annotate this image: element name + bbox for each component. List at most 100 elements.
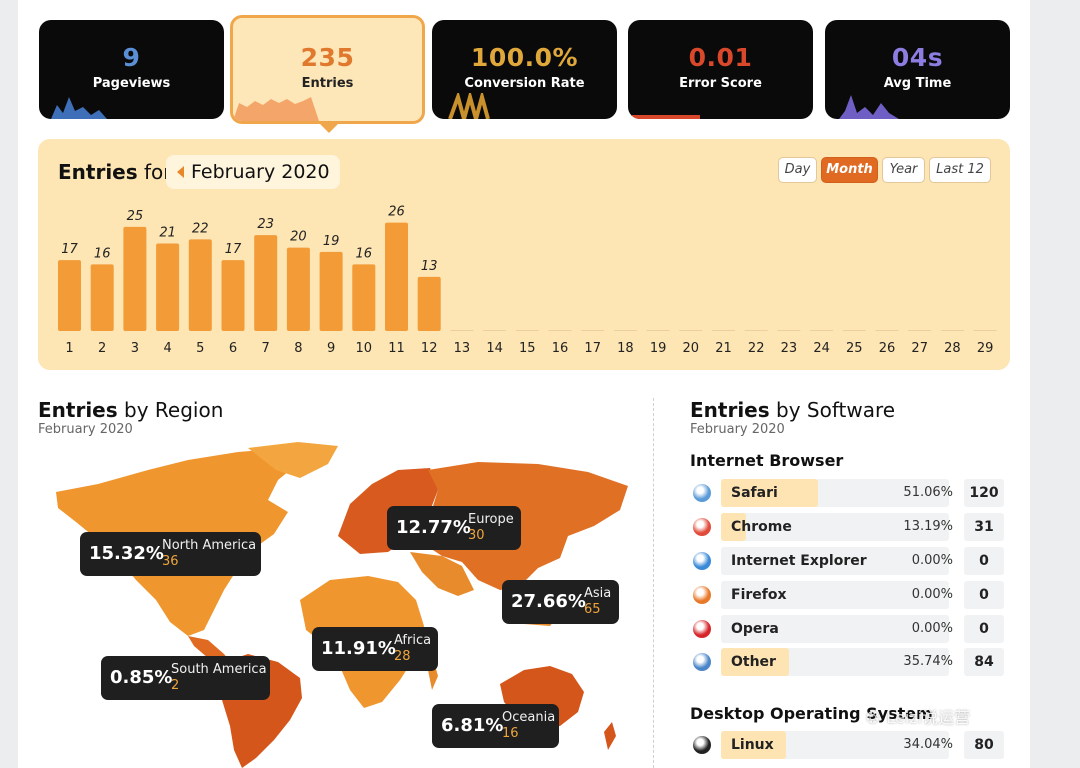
stat-card-error-score[interactable]: 0.01 Error Score (628, 20, 813, 119)
bar-value-label: 22 (192, 221, 209, 236)
range-last-12-button[interactable]: Last 12 (929, 157, 991, 183)
region-tooltip-south-america[interactable]: 0.85% South America 2 (101, 656, 270, 700)
region-tooltip-north-america[interactable]: 15.32% North America 36 (80, 532, 261, 576)
sparkline (632, 115, 700, 119)
region-name: Oceania (502, 710, 556, 725)
share-bar-track (721, 648, 949, 676)
range-month-button[interactable]: Month (821, 157, 878, 183)
bar-day-9[interactable] (319, 251, 343, 331)
region-tooltip-asia[interactable]: 27.66% Asia 65 (502, 580, 619, 624)
bar-day-6[interactable] (221, 260, 245, 331)
bar-empty-day-18 (613, 330, 637, 331)
software-name: Other (731, 654, 776, 670)
software-row-linux[interactable]: Linux 34.04% 80 (690, 730, 1008, 760)
bar-day-4[interactable] (156, 243, 180, 332)
software-row-internet-explorer[interactable]: Internet Explorer 0.00% 0 (690, 546, 1008, 576)
x-tick-label: 26 (879, 341, 896, 356)
bar-day-1[interactable] (58, 260, 81, 331)
bar-value-label: 13 (421, 259, 438, 274)
bar-day-10[interactable] (352, 264, 376, 331)
region-tooltip-africa[interactable]: 11.91% Africa 28 (312, 627, 438, 671)
stat-card-conversion-rate[interactable]: 100.0% Conversion Rate (432, 20, 617, 119)
software-row-firefox[interactable]: Firefox 0.00% 0 (690, 580, 1008, 610)
sparkline (51, 97, 107, 119)
software-count: 0 (964, 615, 1004, 643)
bar-empty-day-15 (515, 330, 539, 331)
bar-value-label: 21 (159, 226, 176, 241)
previous-month-arrow-icon[interactable] (177, 166, 184, 178)
region-pct: 27.66% (511, 591, 586, 612)
x-tick-label: 9 (327, 341, 335, 356)
region-name: North America (162, 538, 257, 553)
share-bar-fill (721, 479, 818, 507)
bar-day-12[interactable] (417, 276, 441, 331)
bar-empty-day-21 (712, 330, 735, 331)
region-name: South America (171, 662, 267, 677)
bar-value-label: 25 (127, 209, 144, 224)
software-name: Safari (731, 485, 778, 501)
bar-day-3[interactable] (123, 226, 147, 331)
x-tick-label: 20 (683, 341, 700, 356)
sparkline (839, 95, 899, 119)
share-bar-track (721, 731, 949, 759)
software-count: 80 (964, 731, 1004, 759)
share-bar-track (721, 479, 949, 507)
stat-card-entries[interactable]: 235 Entries (230, 15, 425, 124)
bar-day-2[interactable] (90, 264, 114, 331)
bar-empty-day-14 (483, 330, 507, 331)
safari-icon (693, 484, 711, 502)
software-count: 120 (964, 479, 1004, 507)
bar-empty-day-13 (450, 330, 474, 331)
region-title-bold: Entries (38, 398, 118, 422)
bar-day-11[interactable] (385, 222, 408, 331)
stat-value: 0.01 (688, 43, 753, 72)
region-count: 65 (584, 602, 601, 617)
bar-value-label: 16 (94, 246, 111, 261)
stat-card-pageviews[interactable]: 9 Pageviews (39, 20, 224, 119)
entries-chart-panel: 17 1 16 2 25 3 21 4 22 5 17 6 23 7 20 8 19 9 16 10 26 11 13 12 1… (38, 139, 1010, 370)
range-day-button[interactable]: Day (778, 157, 817, 183)
software-row-chrome[interactable]: Chrome 13.19% 31 (690, 512, 1008, 542)
software-title-rest: by Software (769, 398, 896, 422)
share-bar-fill (721, 731, 786, 759)
software-count: 31 (964, 513, 1004, 541)
x-tick-label: 19 (650, 341, 667, 356)
map-greenland (248, 442, 338, 478)
month-selector[interactable]: February 2020 (166, 155, 340, 189)
region-tooltip-oceania[interactable]: 6.81% Oceania 16 (432, 704, 559, 748)
region-pct: 15.32% (89, 543, 164, 564)
x-tick-label: 24 (813, 341, 830, 356)
bar-empty-day-23 (777, 330, 801, 331)
region-name: Africa (394, 633, 432, 648)
bar-day-7[interactable] (254, 235, 278, 331)
stat-label: Error Score (679, 76, 762, 91)
x-tick-label: 4 (163, 341, 171, 356)
share-bar-fill (721, 513, 747, 541)
stat-value: 235 (300, 43, 355, 72)
share-bar-track (721, 581, 949, 609)
sparkline (448, 93, 490, 119)
software-count: 0 (964, 581, 1004, 609)
region-subtitle: February 2020 (38, 422, 133, 437)
bar-empty-day-29 (973, 330, 997, 331)
software-row-opera[interactable]: Opera 0.00% 0 (690, 614, 1008, 644)
bar-day-5[interactable] (188, 239, 212, 331)
bar-empty-day-17 (581, 330, 605, 331)
x-tick-label: 27 (911, 341, 928, 356)
region-tooltip-europe[interactable]: 12.77% Europe 30 (387, 506, 521, 550)
range-year-button[interactable]: Year (882, 157, 925, 183)
stat-value: 04s (891, 43, 944, 72)
sparkline (233, 97, 319, 121)
software-percent: 0.00% (911, 587, 953, 602)
entries-title: Entries for (58, 160, 172, 184)
bar-day-8[interactable] (286, 247, 310, 331)
bar-empty-day-24 (810, 330, 834, 331)
region-pct: 12.77% (396, 517, 471, 538)
software-row-other[interactable]: Other 35.74% 84 (690, 647, 1008, 677)
software-row-safari[interactable]: Safari 51.06% 120 (690, 478, 1008, 508)
x-tick-label: 5 (196, 341, 204, 356)
stat-label: Avg Time (883, 76, 952, 91)
stat-card-avg-time[interactable]: 04s Avg Time (825, 20, 1010, 119)
month-label: February 2020 (191, 161, 330, 183)
bar-empty-day-20 (679, 330, 703, 331)
